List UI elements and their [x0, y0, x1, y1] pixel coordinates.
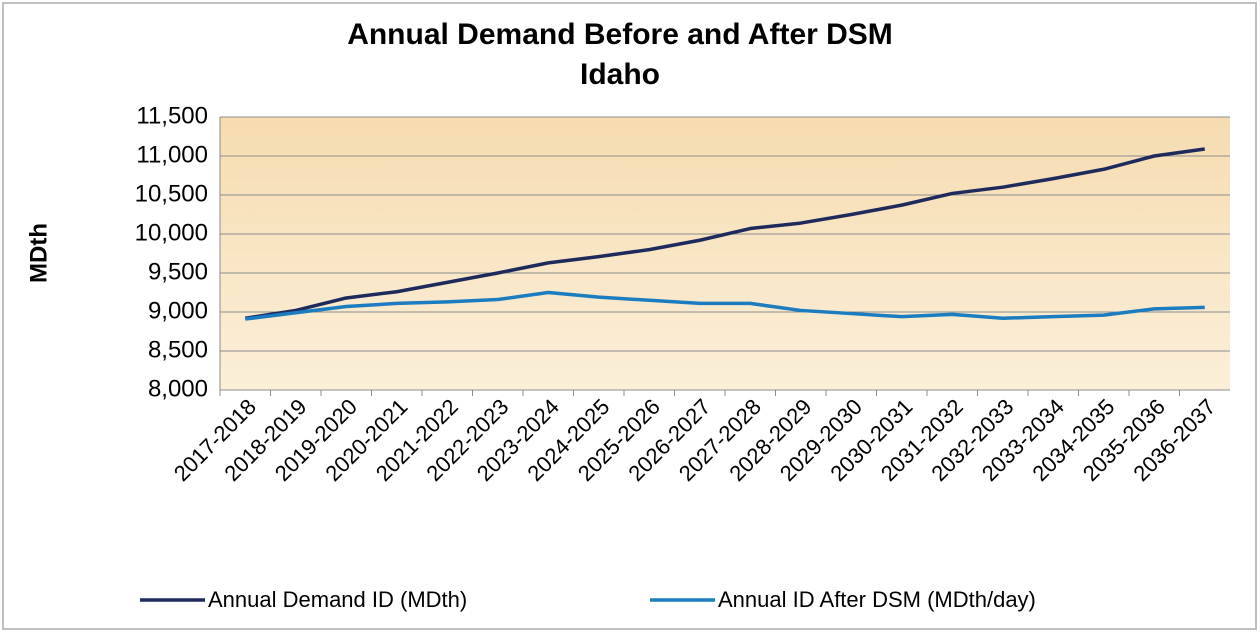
y-tick-label: 8,000: [148, 375, 208, 402]
y-tick-label: 9,500: [148, 258, 208, 285]
legend-label: Annual ID After DSM (MDth/day): [718, 587, 1036, 612]
chart-title: Annual Demand Before and After DSM: [347, 18, 893, 51]
series-line: [244, 147, 1205, 320]
plot-area: [220, 117, 1230, 390]
y-axis-label: MDth: [25, 223, 52, 283]
y-tick-label: 10,000: [135, 219, 208, 246]
y-tick-label: 11,000: [136, 141, 208, 168]
y-tick-label: 8,500: [148, 336, 208, 363]
y-tick-label: 9,000: [148, 297, 208, 324]
y-tick-label: 10,500: [135, 180, 208, 207]
series-line: [245, 290, 1205, 321]
legend-label: Annual Demand ID (MDth): [208, 587, 467, 612]
chart-subtitle: Idaho: [580, 58, 660, 91]
y-tick-label: 11,500: [136, 102, 208, 129]
